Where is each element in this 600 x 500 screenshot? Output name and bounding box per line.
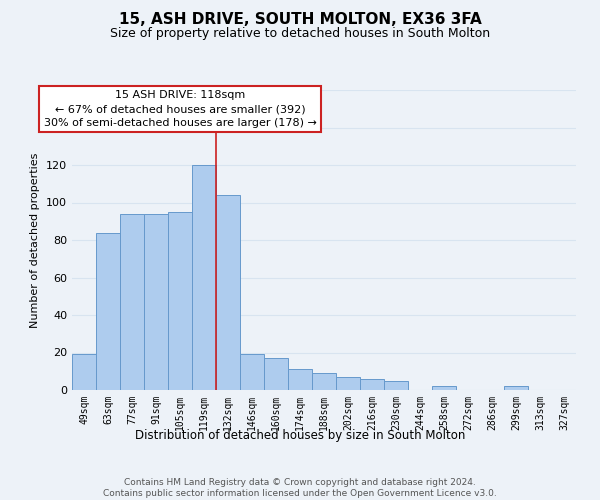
Bar [360,379,384,390]
Text: 15 ASH DRIVE: 118sqm
← 67% of detached houses are smaller (392)
30% of semi-deta: 15 ASH DRIVE: 118sqm ← 67% of detached h… [44,90,316,128]
Bar [288,370,312,390]
Bar [96,232,120,390]
Bar [264,358,288,390]
Text: 15, ASH DRIVE, SOUTH MOLTON, EX36 3FA: 15, ASH DRIVE, SOUTH MOLTON, EX36 3FA [119,12,481,28]
Bar [120,214,144,390]
Bar [336,377,360,390]
Bar [240,354,264,390]
Text: Contains public sector information licensed under the Open Government Licence v3: Contains public sector information licen… [103,490,497,498]
Bar [144,214,168,390]
Bar [504,386,528,390]
Y-axis label: Number of detached properties: Number of detached properties [31,152,40,328]
Bar [432,386,456,390]
Text: Distribution of detached houses by size in South Molton: Distribution of detached houses by size … [135,428,465,442]
Bar [384,380,408,390]
Bar [216,195,240,390]
Bar [168,212,192,390]
Bar [72,354,96,390]
Bar [312,373,336,390]
Text: Size of property relative to detached houses in South Molton: Size of property relative to detached ho… [110,28,490,40]
Text: Contains HM Land Registry data © Crown copyright and database right 2024.: Contains HM Land Registry data © Crown c… [124,478,476,487]
Bar [192,165,216,390]
